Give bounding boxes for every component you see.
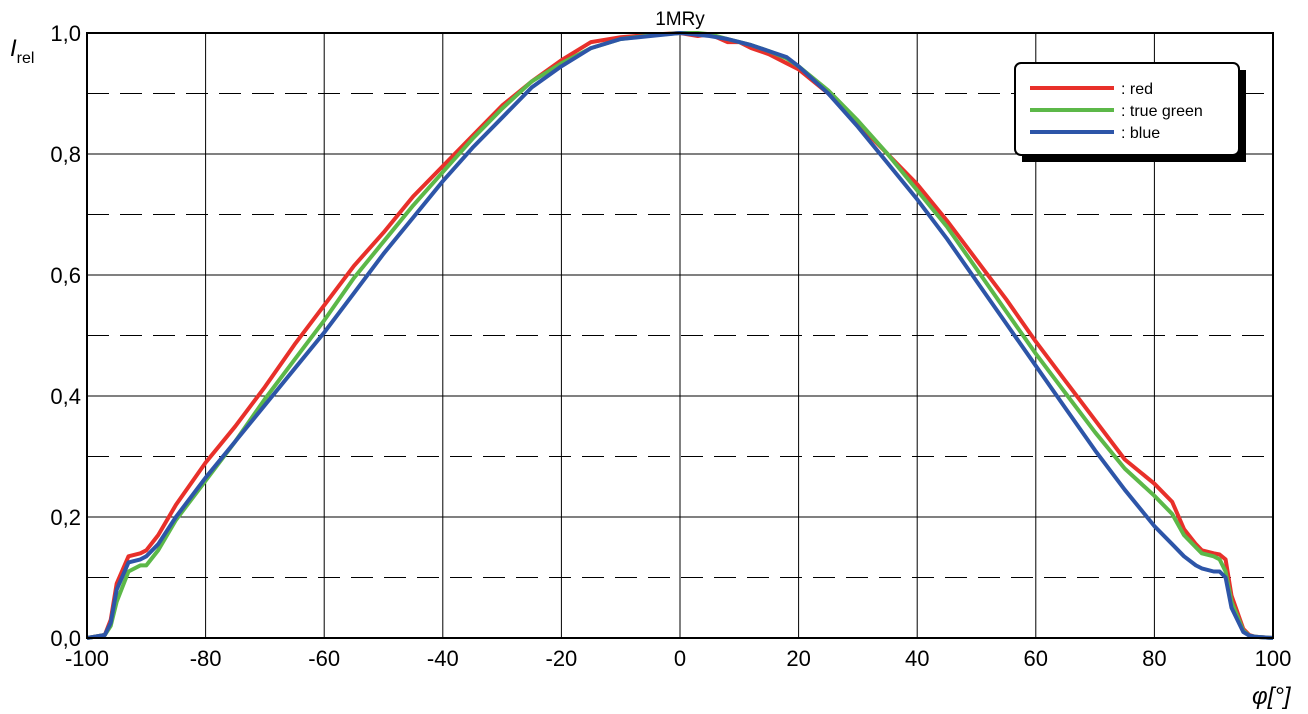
x-tick-label: -80 — [190, 646, 222, 671]
x-tick-label: -20 — [546, 646, 578, 671]
x-tick-label: 0 — [674, 646, 686, 671]
chart-title: 1MRy — [655, 9, 705, 30]
x-tick-label: 40 — [905, 646, 929, 671]
legend-label-2: : blue — [1121, 125, 1160, 142]
legend-label-1: : true green — [1121, 103, 1203, 120]
x-tick-label: 20 — [786, 646, 810, 671]
tick-labels: -100 -80 -60 -40 -20 0 20 40 60 80 100 0,0 0,2 0,4 0,6… — [50, 21, 1291, 671]
legend: : red : true green : blue — [1014, 62, 1246, 162]
y-tick-label: 0,2 — [50, 505, 81, 530]
x-tick-label: -60 — [308, 646, 340, 671]
y-tick-label: 0,8 — [50, 142, 81, 167]
y-tick-label: 0,6 — [50, 263, 81, 288]
plot-frame — [86, 32, 1274, 639]
legend-label-0: : red — [1121, 81, 1153, 98]
y-axis-label: Irel — [10, 35, 34, 67]
y-tick-label: 0,4 — [50, 384, 81, 409]
x-axis-label: φ[°] — [1252, 683, 1292, 710]
series-line-2 — [86, 31, 1274, 640]
series-group — [86, 31, 1274, 640]
x-tick-label: -40 — [427, 646, 459, 671]
y-tick-label: 1,0 — [50, 21, 81, 46]
x-tick-label: 80 — [1142, 646, 1166, 671]
y-axis-label-sub: rel — [17, 50, 35, 67]
y-axis-label-main: I — [10, 35, 17, 62]
x-tick-label: 60 — [1024, 646, 1048, 671]
x-tick-label: -100 — [65, 646, 109, 671]
x-tick-label: 100 — [1255, 646, 1292, 671]
y-tick-label: 0,0 — [50, 626, 81, 651]
